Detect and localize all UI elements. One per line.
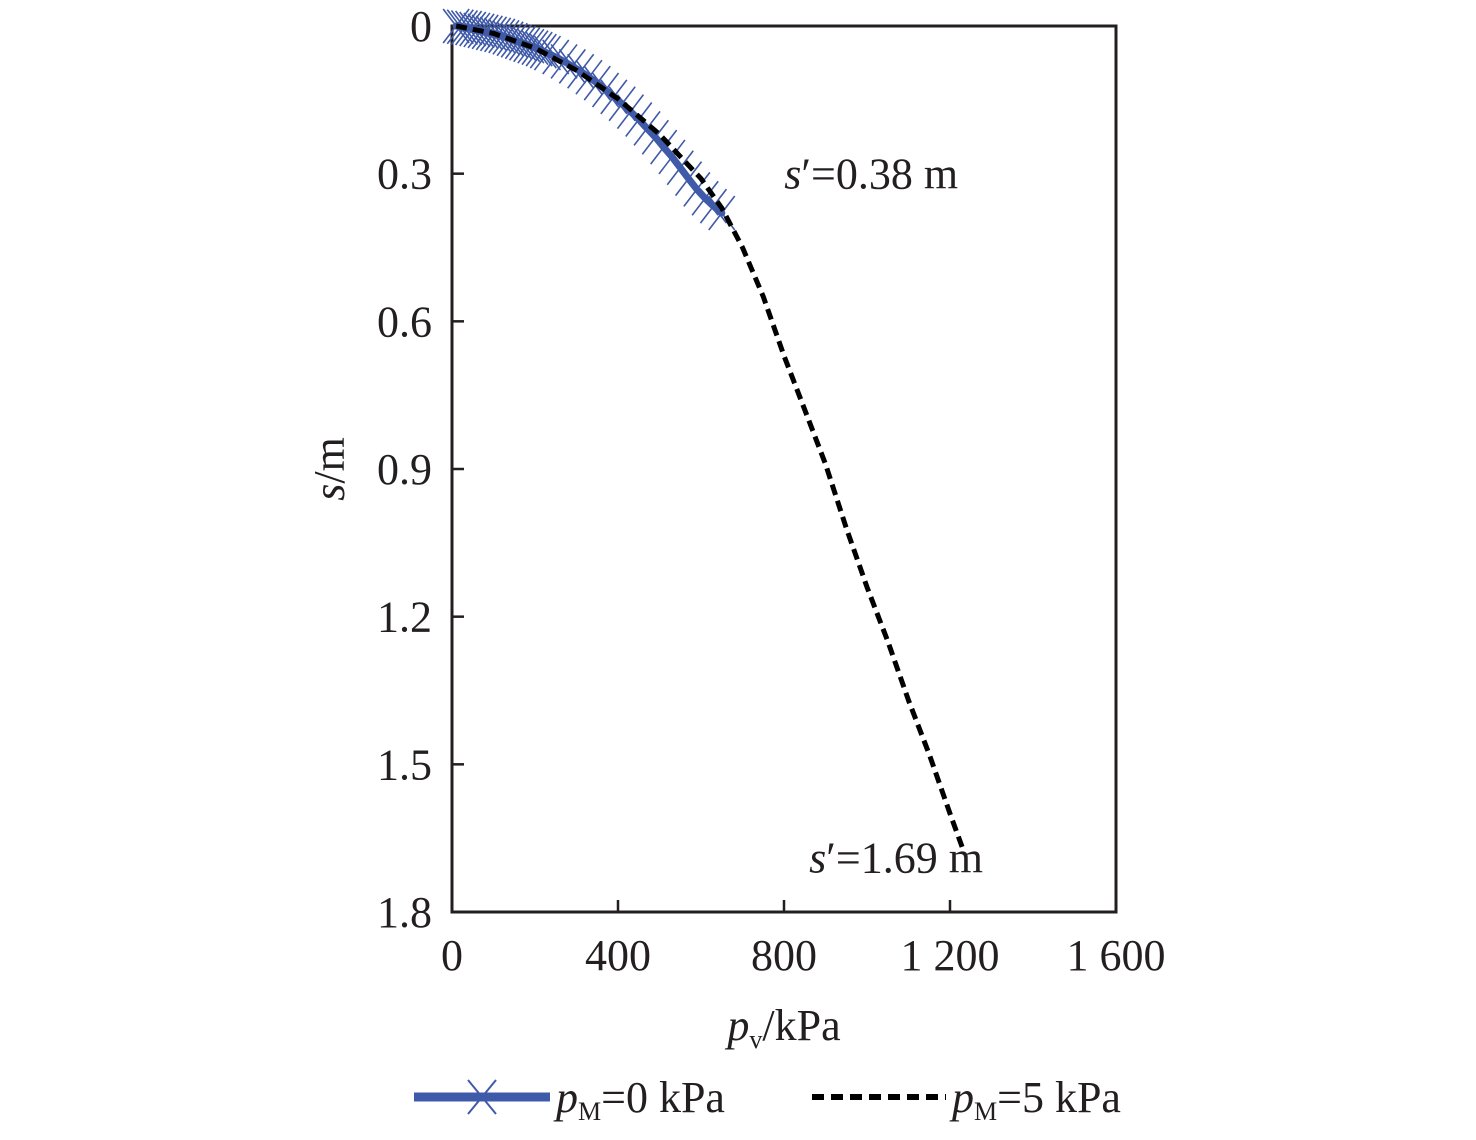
y-tick-label: 0 — [410, 2, 432, 51]
series-line-pm0 — [452, 22, 726, 217]
annotation-layer: s′=0.38 m s′=1.69 m — [784, 149, 983, 882]
data-point-pm0 — [608, 86, 636, 122]
x-tick-label: 400 — [585, 931, 651, 980]
data-point-pm0 — [699, 188, 728, 224]
y-tick-label: 0.3 — [377, 150, 432, 199]
data-point-pm0 — [504, 24, 533, 60]
legend: pM=0 kPa pM=5 kPa — [414, 1073, 1121, 1126]
legend-label-pm5: pM=5 kPa — [949, 1073, 1121, 1126]
x-tick-label: 0 — [441, 931, 463, 980]
data-point-pm0 — [683, 171, 711, 207]
x-axis-label: pv/kPa — [724, 1001, 840, 1054]
series-layer — [442, 8, 965, 849]
x-tick-label: 1 600 — [1067, 931, 1166, 980]
y-tick-label: 0.6 — [377, 297, 432, 346]
y-tick-label: 1.5 — [377, 740, 432, 789]
x-tick-label: 1 200 — [901, 931, 1000, 980]
y-axis-label: s/m — [305, 437, 354, 501]
data-point-pm0 — [691, 180, 719, 216]
y-tick-label: 1.2 — [377, 593, 432, 642]
legend-marker-pm0 — [467, 1079, 497, 1115]
x-tick-label: 800 — [751, 931, 817, 980]
annotation-label: s′=0.38 m — [784, 149, 958, 198]
annotation-label: s′=1.69 m — [809, 834, 983, 883]
data-point-pm0 — [550, 43, 578, 79]
legend-label-pm0: pM=0 kPa — [553, 1073, 725, 1126]
series-line-pm5 — [455, 23, 965, 849]
y-tick-label: 0.9 — [377, 445, 432, 494]
data-point-pm0 — [488, 18, 516, 54]
data-point-pm0 — [567, 53, 595, 89]
data-point-pm0 — [591, 72, 620, 108]
data-point-pm0 — [475, 15, 503, 51]
axis-ticks: 0 400 800 1 200 1 600 0 0.3 0.6 0.9 1.2 1.5 1.8 — [377, 2, 1166, 980]
y-tick-label: 1.8 — [377, 888, 432, 937]
